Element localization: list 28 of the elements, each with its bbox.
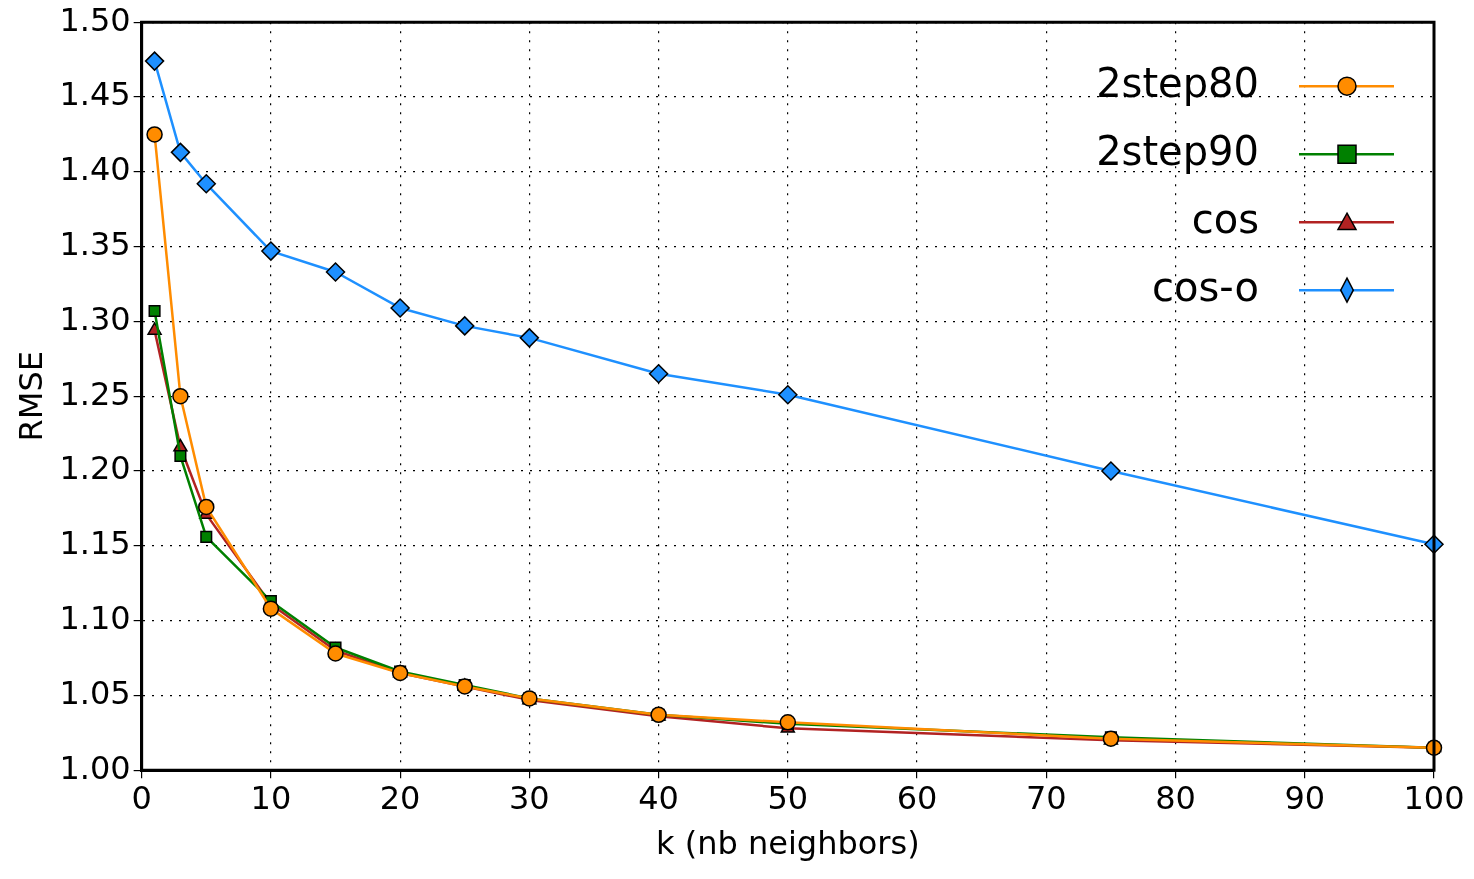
legend-label: cos <box>1191 195 1259 242</box>
y-tick-label: 1.45 <box>59 75 131 114</box>
x-tick-label: 50 <box>767 778 809 817</box>
y-tick-label: 1.05 <box>59 673 131 712</box>
x-tick-label: 20 <box>379 778 421 817</box>
y-tick-label: 1.15 <box>59 524 131 563</box>
x-tick-label: 70 <box>1025 778 1067 817</box>
x-tick-label: 0 <box>131 778 152 817</box>
y-tick-label: 1.20 <box>59 449 131 488</box>
legend-label: 2step80 <box>1096 59 1259 106</box>
y-tick-label: 1.25 <box>59 374 131 413</box>
x-axis-title: k (nb neighbors) <box>656 824 920 863</box>
y-tick-label: 1.10 <box>59 598 131 637</box>
y-tick-label: 1.00 <box>59 748 131 787</box>
y-tick-label: 1.40 <box>59 150 131 189</box>
y-axis-title: RMSE <box>11 351 50 442</box>
legend-label: cos-o <box>1152 263 1259 310</box>
y-tick-label: 1.50 <box>59 0 131 39</box>
legend-label: 2step90 <box>1096 127 1259 174</box>
x-tick-label: 80 <box>1155 778 1196 817</box>
x-tick-label: 100 <box>1403 778 1465 817</box>
x-tick-label: 40 <box>638 778 679 817</box>
x-tick-label: 30 <box>509 778 550 817</box>
y-tick-label: 1.30 <box>59 299 131 338</box>
x-tick-label: 90 <box>1284 778 1326 817</box>
x-tick-label: 60 <box>896 778 938 817</box>
y-tick-label: 1.35 <box>59 224 131 263</box>
x-tick-label: 10 <box>250 778 292 817</box>
